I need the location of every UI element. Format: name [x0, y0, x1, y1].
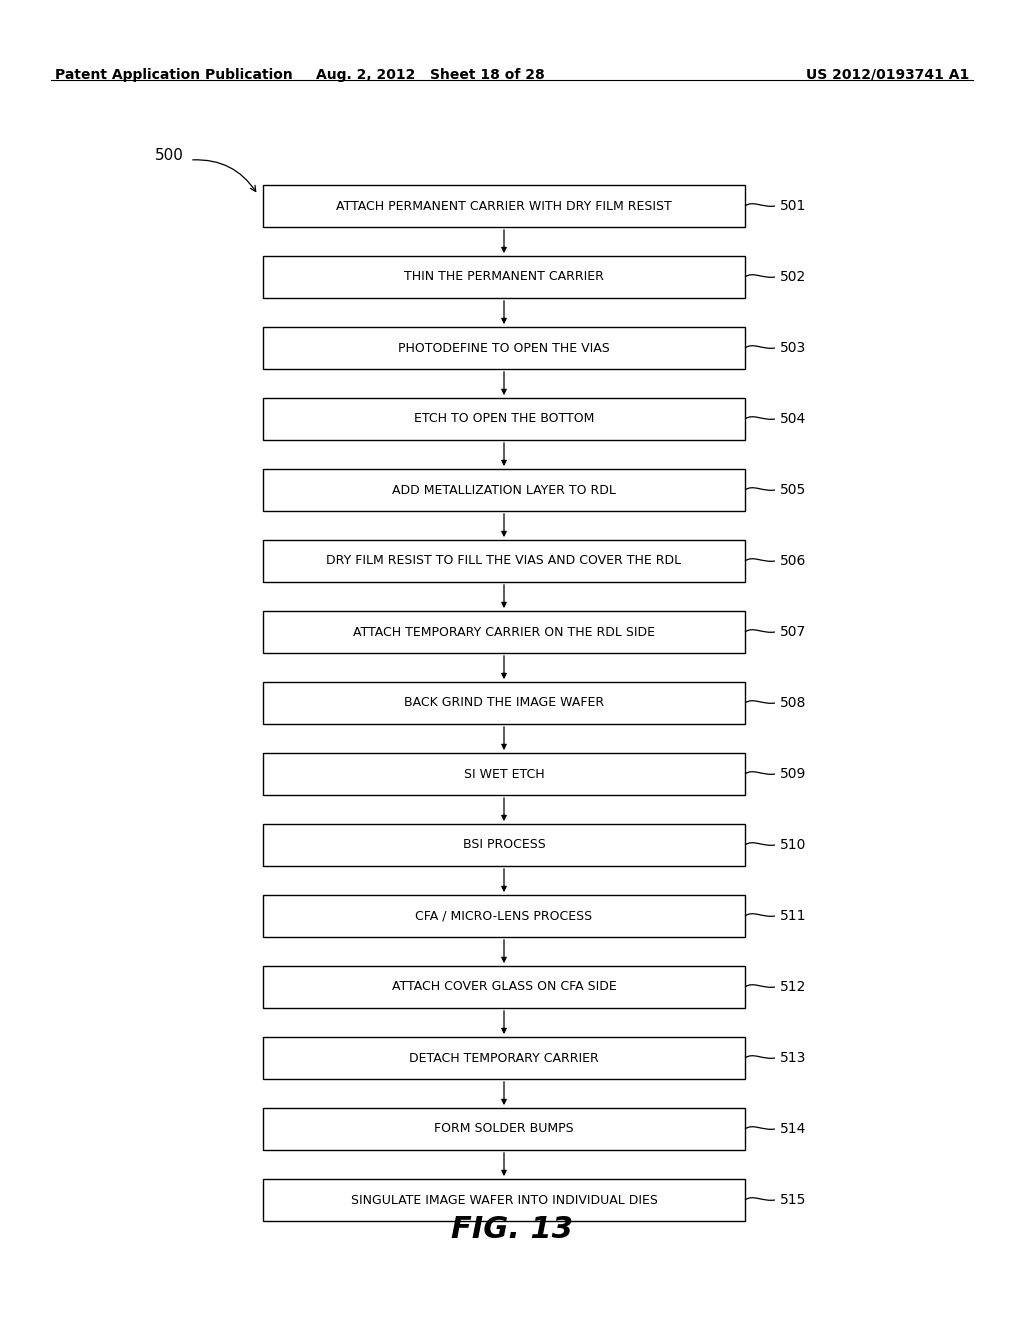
Text: CFA / MICRO-LENS PROCESS: CFA / MICRO-LENS PROCESS	[416, 909, 593, 923]
Bar	[263, 185, 745, 227]
Text: ATTACH TEMPORARY CARRIER ON THE RDL SIDE: ATTACH TEMPORARY CARRIER ON THE RDL SIDE	[353, 626, 655, 639]
Text: ATTACH PERMANENT CARRIER WITH DRY FILM RESIST: ATTACH PERMANENT CARRIER WITH DRY FILM R…	[336, 199, 672, 213]
Bar	[263, 256, 745, 298]
Text: 511: 511	[780, 909, 807, 923]
Text: 505: 505	[780, 483, 806, 498]
Text: Aug. 2, 2012   Sheet 18 of 28: Aug. 2, 2012 Sheet 18 of 28	[315, 69, 545, 82]
Text: 512: 512	[780, 979, 806, 994]
Text: PHOTODEFINE TO OPEN THE VIAS: PHOTODEFINE TO OPEN THE VIAS	[398, 342, 610, 355]
Text: FORM SOLDER BUMPS: FORM SOLDER BUMPS	[434, 1122, 573, 1135]
Text: 508: 508	[780, 696, 806, 710]
Text: THIN THE PERMANENT CARRIER: THIN THE PERMANENT CARRIER	[404, 271, 604, 284]
Bar	[263, 1179, 745, 1221]
Text: ADD METALLIZATION LAYER TO RDL: ADD METALLIZATION LAYER TO RDL	[392, 483, 616, 496]
Text: 504: 504	[780, 412, 806, 426]
Text: 515: 515	[780, 1193, 806, 1206]
Text: BACK GRIND THE IMAGE WAFER: BACK GRIND THE IMAGE WAFER	[403, 697, 604, 710]
Text: Patent Application Publication: Patent Application Publication	[55, 69, 293, 82]
Bar	[263, 540, 745, 582]
Text: DETACH TEMPORARY CARRIER: DETACH TEMPORARY CARRIER	[410, 1052, 599, 1064]
Text: 503: 503	[780, 341, 806, 355]
Text: 514: 514	[780, 1122, 806, 1137]
Text: US 2012/0193741 A1: US 2012/0193741 A1	[806, 69, 969, 82]
Text: 506: 506	[780, 554, 806, 568]
Text: BSI PROCESS: BSI PROCESS	[463, 838, 546, 851]
Text: ETCH TO OPEN THE BOTTOM: ETCH TO OPEN THE BOTTOM	[414, 412, 594, 425]
Text: 513: 513	[780, 1051, 806, 1065]
Text: SINGULATE IMAGE WAFER INTO INDIVIDUAL DIES: SINGULATE IMAGE WAFER INTO INDIVIDUAL DI…	[350, 1193, 657, 1206]
Text: DRY FILM RESIST TO FILL THE VIAS AND COVER THE RDL: DRY FILM RESIST TO FILL THE VIAS AND COV…	[327, 554, 682, 568]
Bar	[263, 682, 745, 723]
Text: 507: 507	[780, 624, 806, 639]
Text: 501: 501	[780, 199, 806, 213]
Bar	[263, 399, 745, 440]
Bar	[263, 469, 745, 511]
Bar	[263, 966, 745, 1008]
Bar	[263, 824, 745, 866]
Bar	[263, 611, 745, 653]
Text: FIG. 13: FIG. 13	[451, 1216, 573, 1245]
Text: 502: 502	[780, 271, 806, 284]
Text: 510: 510	[780, 838, 806, 851]
Bar	[263, 1038, 745, 1078]
Text: SI WET ETCH: SI WET ETCH	[464, 767, 545, 780]
Bar	[263, 895, 745, 937]
Text: 500: 500	[155, 148, 184, 162]
Text: ATTACH COVER GLASS ON CFA SIDE: ATTACH COVER GLASS ON CFA SIDE	[391, 981, 616, 994]
Bar	[263, 1107, 745, 1150]
Bar	[263, 752, 745, 795]
Bar	[263, 327, 745, 370]
Text: 509: 509	[780, 767, 806, 781]
